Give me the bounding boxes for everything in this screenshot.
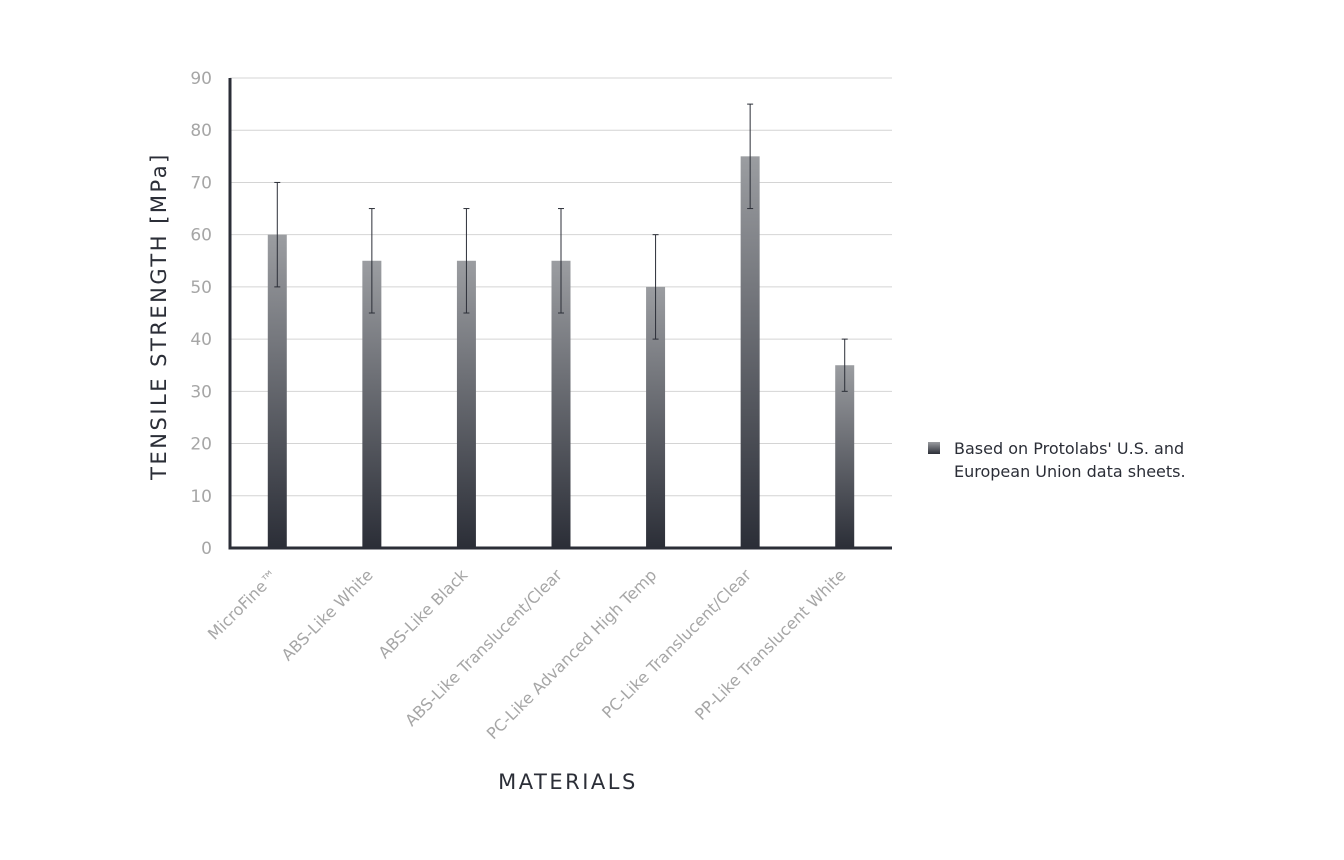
x-tick-label: PC-Like Translucent/Clear xyxy=(598,565,755,722)
x-tick-label: MicroFine™ xyxy=(204,565,282,643)
bar xyxy=(362,260,382,548)
y-axis-title: TENSILE STRENGTH [MPa] xyxy=(147,152,171,481)
bar xyxy=(646,286,666,548)
legend: Based on Protolabs' U.S. and European Un… xyxy=(928,437,1218,483)
y-tick-label: 90 xyxy=(190,69,212,89)
x-tick-label: ABS-Like White xyxy=(278,565,377,664)
y-tick-label: 80 xyxy=(190,121,212,141)
bar xyxy=(551,260,571,548)
x-tick-label: ABS-Like Translucent/Clear xyxy=(401,565,566,730)
y-tick-label: 30 xyxy=(190,382,212,402)
axes xyxy=(228,78,892,550)
legend-label: Based on Protolabs' U.S. and European Un… xyxy=(954,439,1186,481)
x-tick-label: ABS-Like Black xyxy=(374,565,471,662)
bar xyxy=(740,156,760,549)
error-bars xyxy=(274,103,848,392)
y-tick-labels: 0 10 20 30 40 50 60 70 80 90 xyxy=(190,69,212,559)
bars xyxy=(267,156,855,549)
bar xyxy=(835,365,855,548)
y-tick-label: 70 xyxy=(190,173,212,193)
y-tick-label: 20 xyxy=(190,435,212,455)
y-tick-label: 40 xyxy=(190,330,212,350)
legend-swatch xyxy=(928,442,940,454)
y-tick-label: 0 xyxy=(201,539,212,559)
x-tick-label: PP-Like Translucent White xyxy=(691,565,850,724)
bar xyxy=(267,234,287,548)
bar xyxy=(456,260,476,548)
y-tick-label: 50 xyxy=(190,278,212,298)
x-axis-title: MATERIALS xyxy=(498,770,638,794)
y-tick-label: 60 xyxy=(190,226,212,246)
x-tick-label: PC-Like Advanced High Temp xyxy=(483,565,661,743)
y-tick-label: 10 xyxy=(190,487,212,507)
